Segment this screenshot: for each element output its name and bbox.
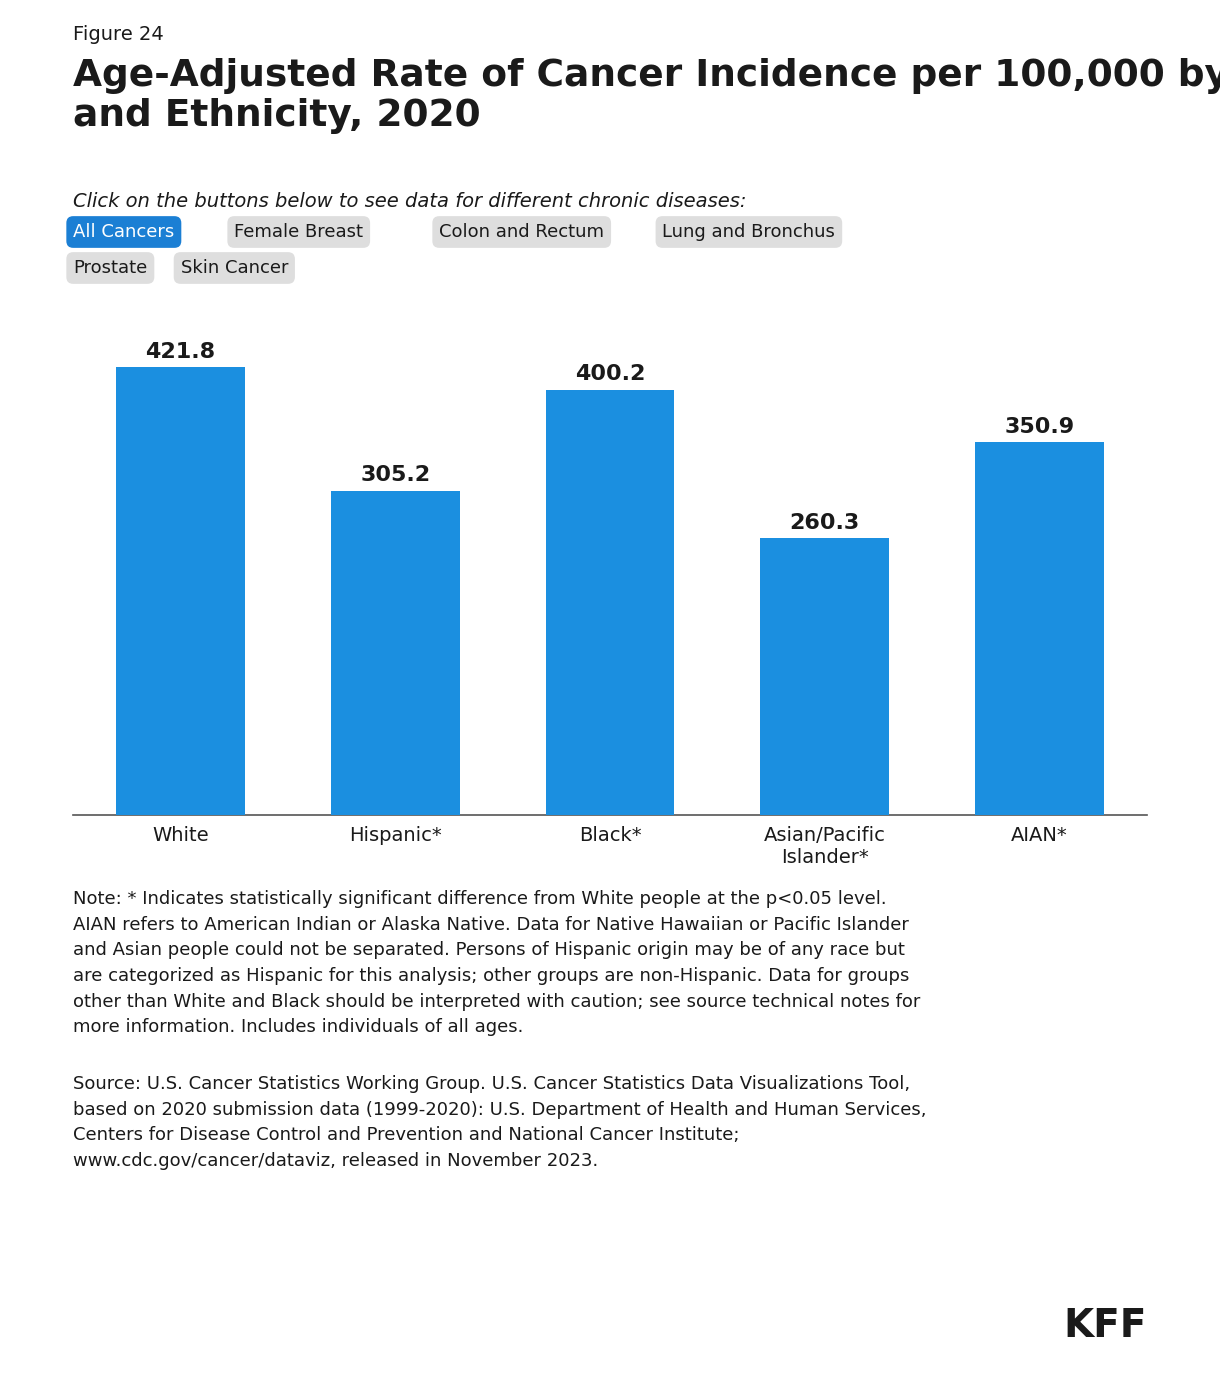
Text: Female Breast: Female Breast: [234, 223, 364, 240]
Text: Note: * Indicates statistically significant difference from White people at the : Note: * Indicates statistically signific…: [73, 890, 921, 1036]
Text: 400.2: 400.2: [575, 364, 645, 385]
Text: Prostate: Prostate: [73, 260, 148, 278]
Text: Lung and Bronchus: Lung and Bronchus: [662, 223, 836, 240]
Bar: [331, 491, 460, 815]
Text: 260.3: 260.3: [789, 513, 860, 533]
Text: KFF: KFF: [1064, 1307, 1147, 1345]
Text: 421.8: 421.8: [145, 342, 216, 361]
Text: Click on the buttons below to see data for different chronic diseases:: Click on the buttons below to see data f…: [73, 192, 747, 212]
Text: Age-Adjusted Rate of Cancer Incidence per 100,000 by Race
and Ethnicity, 2020: Age-Adjusted Rate of Cancer Incidence pe…: [73, 58, 1220, 135]
Bar: [975, 442, 1104, 815]
Text: Colon and Rectum: Colon and Rectum: [439, 223, 604, 240]
Bar: [545, 390, 675, 815]
Text: Skin Cancer: Skin Cancer: [181, 260, 288, 278]
Text: 305.2: 305.2: [360, 466, 431, 485]
Text: All Cancers: All Cancers: [73, 223, 174, 240]
Bar: [116, 367, 245, 815]
Bar: [760, 539, 889, 815]
Text: 350.9: 350.9: [1004, 416, 1075, 437]
Text: Source: U.S. Cancer Statistics Working Group. U.S. Cancer Statistics Data Visual: Source: U.S. Cancer Statistics Working G…: [73, 1074, 927, 1171]
Text: Figure 24: Figure 24: [73, 25, 163, 44]
